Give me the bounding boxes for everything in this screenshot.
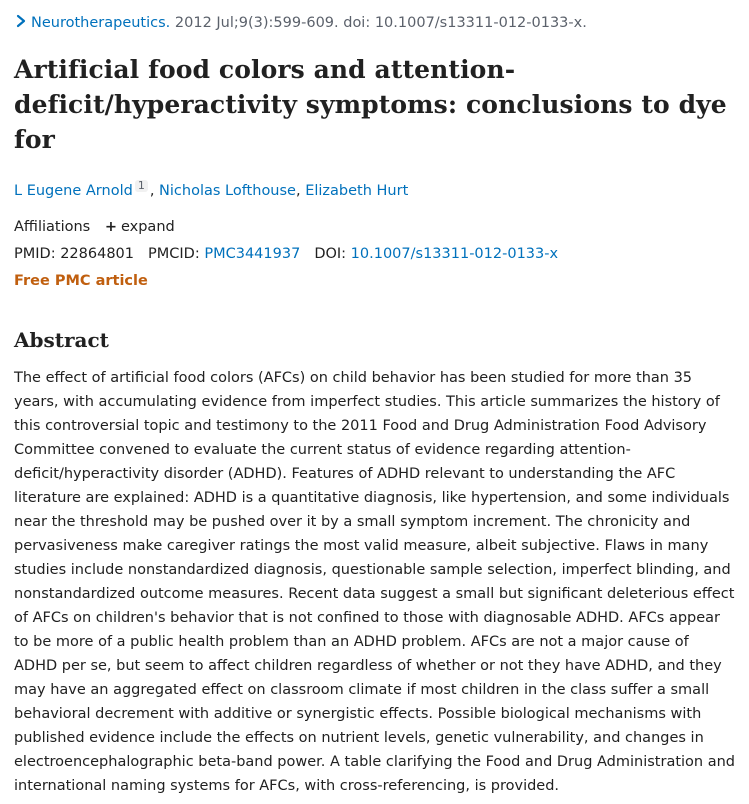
abstract-heading: Abstract bbox=[14, 328, 109, 352]
pmid-label: PMID: bbox=[14, 246, 56, 262]
affiliation-ref-badge[interactable]: 1 bbox=[134, 180, 148, 192]
plus-icon: + bbox=[104, 219, 117, 235]
journal-link[interactable]: Neurotherapeutics. bbox=[31, 15, 171, 31]
doi-link[interactable]: 10.1007/s13311-012-0133-x bbox=[350, 246, 559, 262]
pmid-value: 22864801 bbox=[60, 246, 135, 262]
identifiers-row: PMID: 22864801 PMCID: PMC3441937 DOI: 10.1… bbox=[14, 243, 558, 265]
citation-line: Neurotherapeutics. 2012 Jul;9(3):599-609… bbox=[14, 13, 587, 33]
affiliations-expand-button[interactable]: + expand bbox=[105, 219, 175, 235]
author-list: L Eugene Arnold 1, Nicholas Lofthouse, El… bbox=[14, 179, 409, 200]
citation-details: 2012 Jul;9(3):599-609. doi: 10.1007/s133… bbox=[174, 15, 587, 31]
author-link[interactable]: Nicholas Lofthouse bbox=[159, 183, 296, 199]
pmcid-link[interactable]: PMC3441937 bbox=[204, 246, 301, 262]
pmcid-label: PMCID: bbox=[148, 246, 200, 262]
author-link[interactable]: Elizabeth Hurt bbox=[305, 183, 409, 199]
article-title: Artificial food colors and attention-def… bbox=[14, 55, 727, 154]
chevron-right-icon[interactable] bbox=[14, 14, 28, 28]
free-pmc-article-label: Free PMC article bbox=[14, 273, 148, 289]
affiliations-row: Affiliations + expand bbox=[14, 216, 175, 238]
affiliations-label: Affiliations bbox=[14, 219, 91, 235]
expand-label: expand bbox=[120, 219, 175, 235]
abstract-text: The effect of artificial food colors (AF… bbox=[14, 370, 735, 794]
author-link[interactable]: L Eugene Arnold bbox=[14, 183, 133, 199]
doi-label: DOI: bbox=[314, 246, 347, 262]
